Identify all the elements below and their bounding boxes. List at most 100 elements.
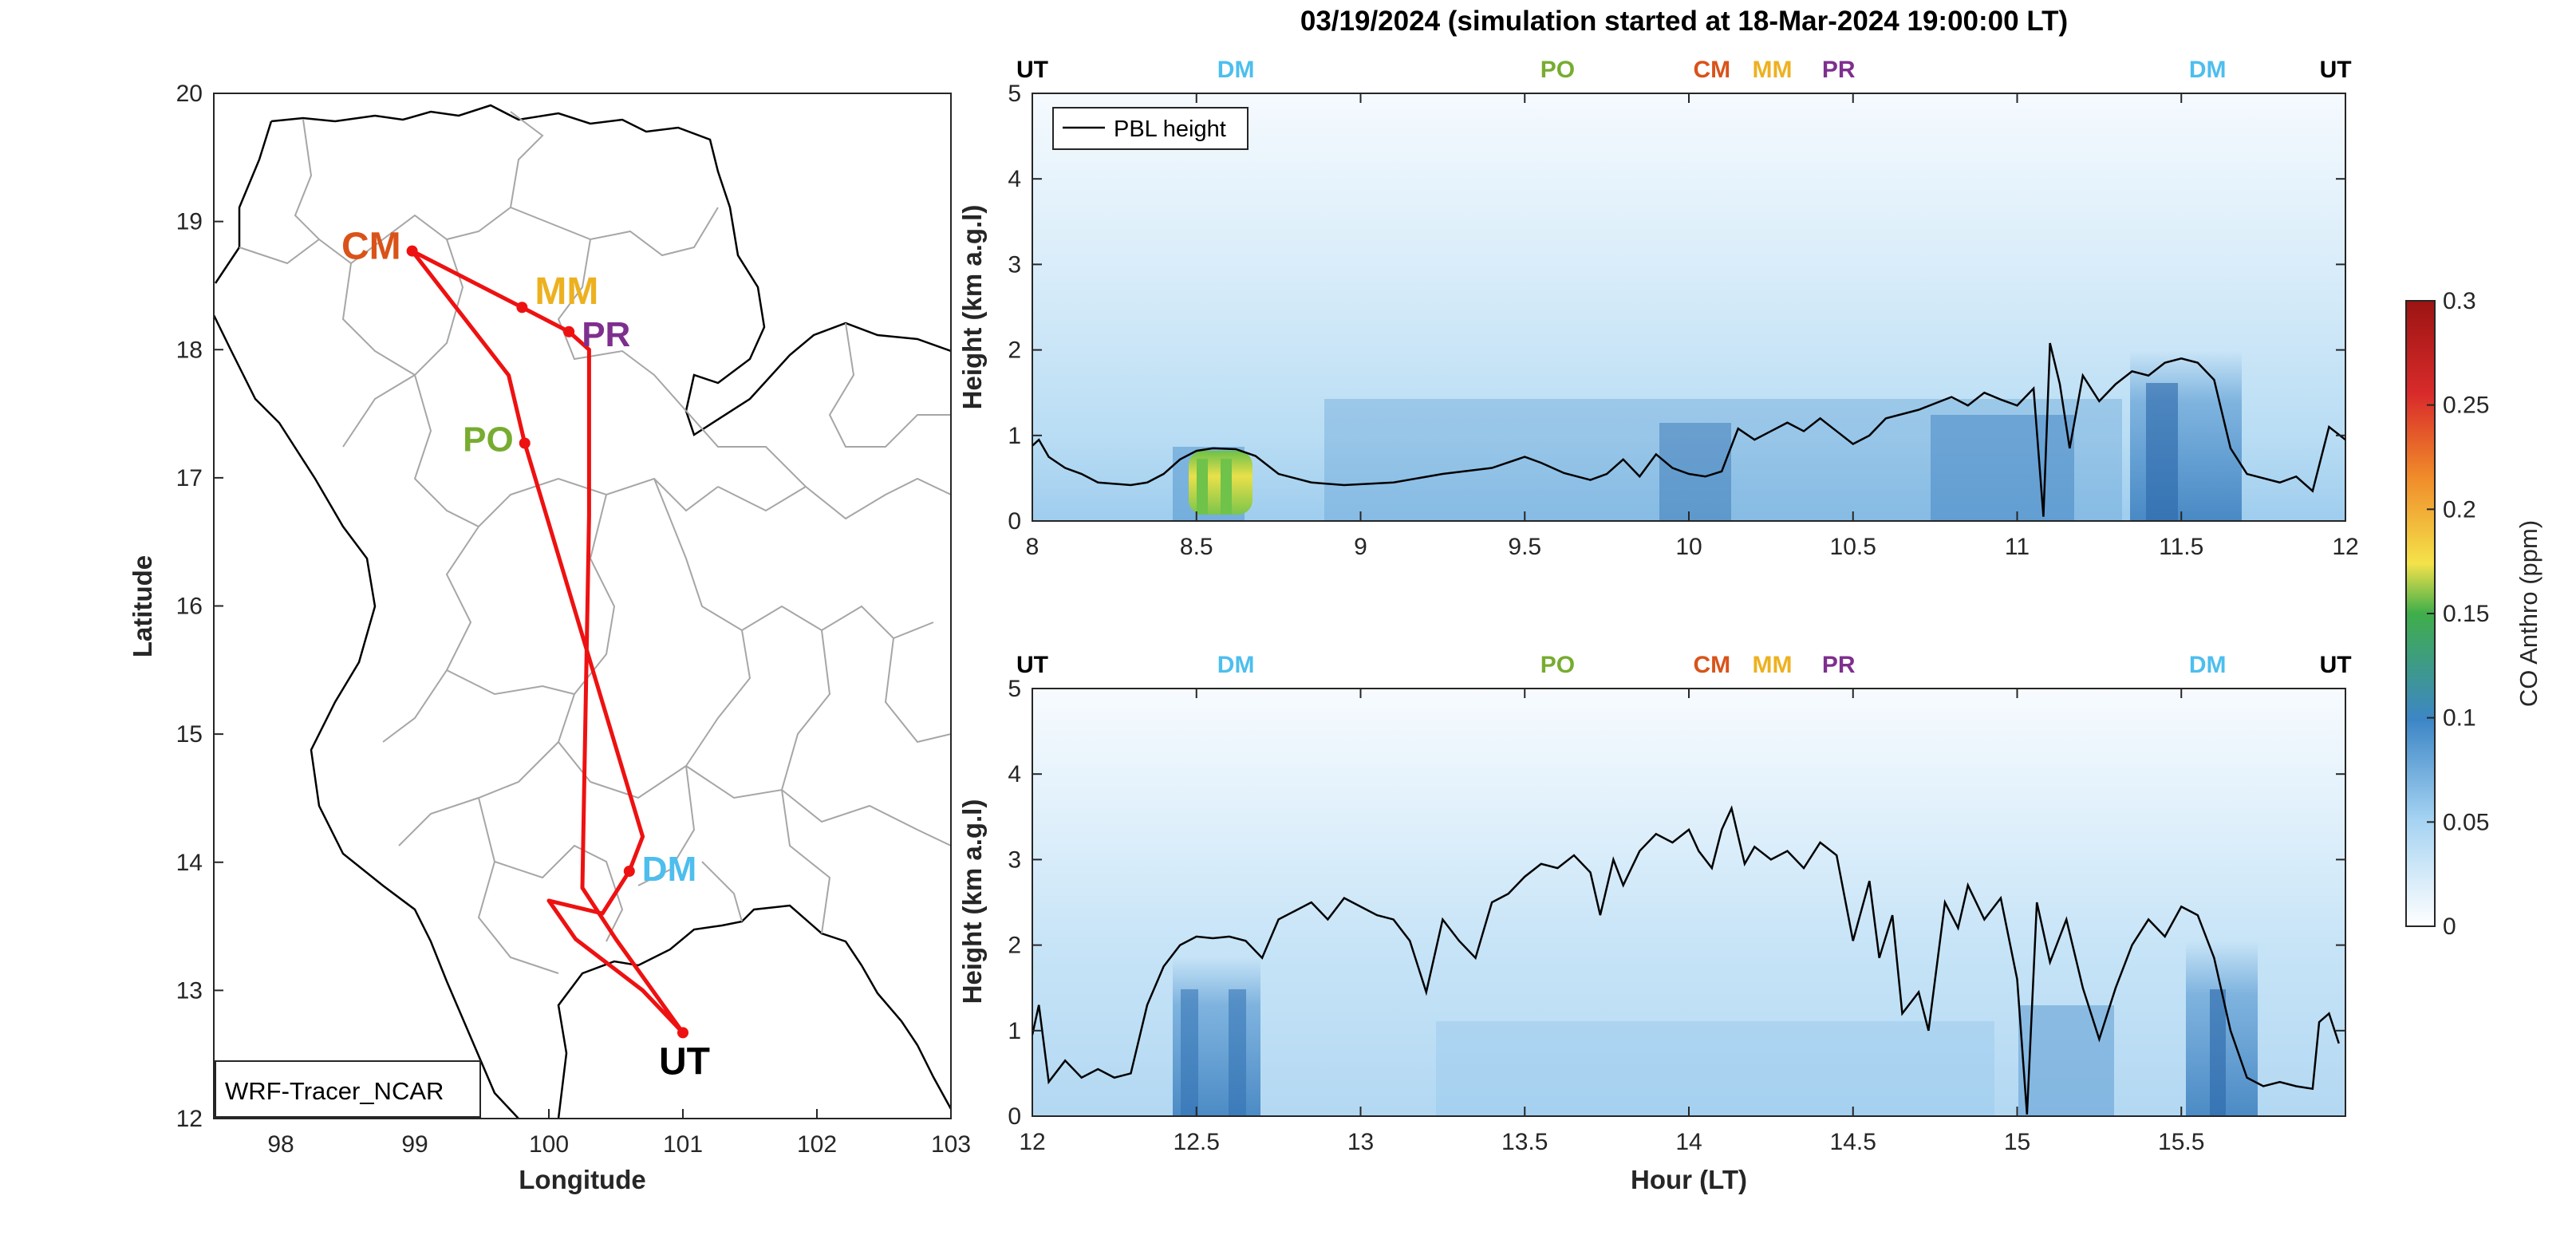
site-marker-po	[519, 437, 531, 449]
top-concentration-field	[1173, 351, 2242, 521]
top-site-marker-dm: DM	[2189, 57, 2227, 83]
map-x-ticks: 98 99 100 101 102 103	[267, 1109, 971, 1158]
map-x-tick-label: 99	[401, 1131, 428, 1158]
map-x-label: Longitude	[519, 1165, 645, 1194]
top-site-marker-ut: UT	[1016, 57, 1048, 83]
figure-title: 03/19/2024 (simulation started at 18-Mar…	[1300, 6, 2068, 37]
top-site-markers: UT DM PO CM MM PR DM UT	[1016, 57, 2352, 83]
map-y-tick-label: 17	[176, 465, 203, 491]
top-x-tick-label: 10	[1675, 534, 1702, 560]
top-x-tick-label: 9.5	[1508, 534, 1541, 560]
flight-track	[410, 249, 685, 1035]
top-site-marker-cm: CM	[1693, 57, 1730, 83]
site-label-ut: UT	[659, 1040, 710, 1083]
bottom-x-tick-label: 12	[1019, 1129, 1045, 1155]
pbl-legend: PBL height	[1052, 107, 1249, 150]
map-y-ticks: 12 13 14 15 16 17 18 19 20	[176, 81, 223, 1132]
colorbar-tick-label: 0.15	[2443, 601, 2489, 627]
map-y-tick-label: 12	[176, 1106, 203, 1132]
bottom-x-ticks: 12 12.5 13 13.5 14 14.5 15 15.5	[1019, 689, 2204, 1155]
top-x-tick-label: 8	[1026, 534, 1039, 560]
bottom-x-tick-label: 13	[1347, 1129, 1374, 1155]
colorbar-tick-label: 0	[2443, 914, 2456, 940]
map-y-tick-label: 15	[176, 721, 203, 748]
site-label-po: PO	[463, 420, 514, 460]
bottom-site-marker-dm: DM	[2189, 652, 2227, 678]
top-y-tick-label: 1	[1008, 423, 1021, 449]
colorbar-ticks: 0 0.05 0.1 0.15 0.2 0.25 0.3	[2427, 288, 2489, 940]
map-x-tick-label: 103	[931, 1131, 971, 1158]
bottom-site-marker-pr: PR	[1822, 652, 1856, 678]
map-x-tick-label: 100	[529, 1131, 569, 1158]
top-x-tick-label: 12	[2332, 534, 2358, 560]
site-marker-ut	[677, 1027, 688, 1039]
top-y-tick-label: 5	[1008, 81, 1021, 107]
bottom-site-marker-ut: UT	[1016, 652, 1048, 678]
bottom-x-tick-label: 14	[1675, 1129, 1702, 1155]
top-y-ticks: 0 1 2 3 4 5	[1008, 81, 2345, 535]
bottom-y-tick-label: 3	[1008, 846, 1021, 873]
bottom-x-tick-label: 15.5	[2158, 1129, 2204, 1155]
bottom-y-tick-label: 2	[1008, 933, 1021, 959]
map-legend: WRF-Tracer_NCAR	[215, 1060, 481, 1118]
bottom-y-ticks: 0 1 2 3 4 5	[1008, 676, 2345, 1130]
map-legend-label: WRF-Tracer_NCAR	[225, 1077, 444, 1105]
bottom-site-markers: UT DM PO CM MM PR DM UT	[1016, 652, 2352, 678]
top-x-ticks: 8 8.5 9 9.5 10 10.5 11 11.5 12	[1026, 93, 2359, 560]
bottom-y-tick-label: 5	[1008, 676, 1021, 702]
top-site-marker-pr: PR	[1822, 57, 1856, 83]
bottom-y-label: Height (km a.g.l)	[957, 799, 987, 1004]
map-y-tick-label: 20	[176, 81, 203, 107]
site-label-mm: MM	[535, 270, 598, 313]
top-y-tick-label: 2	[1008, 337, 1021, 364]
top-pbl-height-line	[1032, 342, 2345, 517]
map-boundaries	[214, 104, 951, 1119]
bottom-site-marker-cm: CM	[1693, 652, 1730, 678]
site-marker-mm	[516, 302, 528, 314]
map-panel: 98 99 100 101 102 103 12 13 14 15 16 17 18 19 20 Long…	[128, 81, 971, 1194]
site-label-pr: PR	[582, 315, 630, 354]
top-x-tick-label: 8.5	[1180, 534, 1213, 560]
site-label-cm: CM	[341, 226, 401, 268]
top-x-tick-label: 11	[2005, 534, 2030, 560]
site-label-dm: DM	[642, 850, 696, 889]
map-x-tick-label: 98	[267, 1131, 294, 1158]
top-x-tick-label: 11.5	[2159, 534, 2203, 560]
top-y-label: Height (km a.g.l)	[957, 205, 987, 410]
top-y-tick-label: 0	[1008, 508, 1021, 535]
bottom-x-tick-label: 15	[2004, 1129, 2030, 1155]
map-y-tick-label: 19	[176, 209, 203, 235]
colorbar-tick-label: 0.1	[2443, 705, 2476, 732]
colorbar-tick-label: 0.05	[2443, 809, 2489, 835]
colorbar-label: CO Anthro (ppm)	[2515, 520, 2542, 707]
top-site-marker-po: PO	[1540, 57, 1575, 83]
bottom-x-label: Hour (LT)	[1631, 1165, 1747, 1194]
top-site-marker-mm: MM	[1752, 57, 1792, 83]
top-x-tick-label: 9	[1354, 534, 1367, 560]
bottom-x-tick-label: 14.5	[1830, 1129, 1876, 1155]
colorbar-tick-label: 0.25	[2443, 393, 2489, 419]
bottom-concentration-field	[1173, 941, 2258, 1116]
map-y-tick-label: 14	[176, 850, 203, 876]
bottom-site-marker-po: PO	[1540, 652, 1575, 678]
top-site-marker-ut: UT	[2320, 57, 2352, 83]
province-boundaries	[239, 111, 951, 974]
bottom-x-tick-label: 13.5	[1501, 1129, 1548, 1155]
bottom-y-tick-label: 0	[1008, 1103, 1021, 1130]
map-y-tick-label: 16	[176, 594, 203, 620]
map-x-tick-label: 102	[797, 1131, 837, 1158]
site-marker-dm	[623, 865, 635, 877]
top-y-tick-label: 4	[1008, 166, 1021, 192]
bottom-pbl-height-line	[1032, 805, 2340, 1115]
pbl-legend-label: PBL height	[1114, 116, 1226, 142]
bottom-site-marker-mm: MM	[1752, 652, 1792, 678]
colorbar-tick-label: 0.3	[2443, 288, 2476, 314]
bottom-x-tick-label: 12.5	[1174, 1129, 1220, 1155]
country-outline	[214, 104, 951, 1119]
bottom-site-marker-dm: DM	[1217, 652, 1255, 678]
top-x-tick-label: 10.5	[1830, 534, 1876, 560]
